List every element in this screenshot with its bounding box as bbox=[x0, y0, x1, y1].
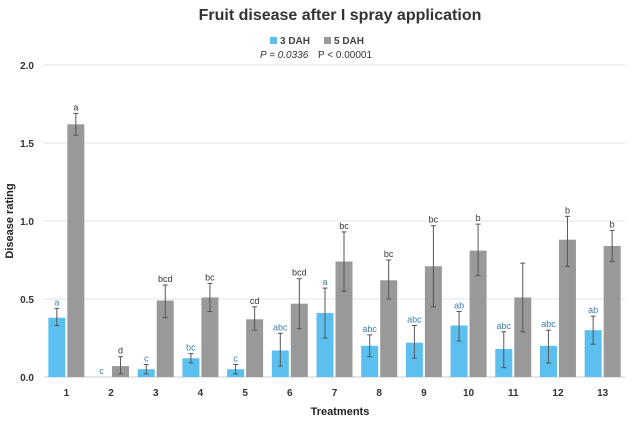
error-bar bbox=[386, 259, 392, 300]
error-bar bbox=[277, 332, 283, 367]
y-tick-label: 0.5 bbox=[20, 295, 34, 306]
bar-5dah bbox=[514, 297, 532, 377]
bar-5dah bbox=[290, 303, 308, 377]
bar-3dah bbox=[316, 313, 334, 377]
error-bar bbox=[564, 215, 570, 267]
significance-letter: bc bbox=[339, 221, 349, 231]
error-bar bbox=[545, 329, 551, 364]
x-tick-label: 10 bbox=[463, 388, 475, 399]
significance-letter: a bbox=[73, 102, 78, 112]
bar-3dah bbox=[584, 330, 602, 377]
error-bar bbox=[456, 310, 462, 342]
x-tick-label: 2 bbox=[108, 388, 114, 399]
significance-letter: b bbox=[565, 205, 570, 215]
bar-5dah bbox=[558, 239, 576, 377]
error-bar bbox=[54, 307, 60, 327]
error-bar bbox=[252, 306, 258, 331]
bar-3dah bbox=[450, 325, 468, 377]
significance-letter: bcd bbox=[292, 268, 307, 278]
bar-3dah bbox=[405, 342, 423, 377]
significance-letter: c bbox=[99, 366, 104, 376]
error-bar bbox=[411, 325, 417, 359]
significance-letter: bc bbox=[205, 272, 215, 282]
error-bar bbox=[73, 112, 79, 136]
error-bar bbox=[118, 356, 124, 375]
x-tick-label: 12 bbox=[552, 388, 564, 399]
significance-letter: ab bbox=[454, 300, 464, 310]
x-tick-label: 11 bbox=[508, 388, 519, 399]
error-bar bbox=[207, 282, 213, 312]
x-tick-label: 7 bbox=[332, 388, 338, 399]
significance-letter: d bbox=[118, 346, 123, 356]
significance-letter: bc bbox=[429, 215, 439, 225]
error-bar bbox=[430, 225, 436, 308]
error-bar bbox=[296, 278, 302, 330]
error-bar bbox=[520, 262, 526, 333]
significance-letter: c bbox=[144, 354, 149, 364]
bar-5dah bbox=[469, 250, 487, 377]
significance-letter: a bbox=[54, 297, 59, 307]
error-bar bbox=[188, 353, 194, 364]
bar-5dah bbox=[380, 280, 398, 377]
y-tick-label: 1.5 bbox=[20, 139, 34, 150]
error-bar bbox=[367, 334, 373, 358]
significance-letter: a bbox=[322, 277, 327, 287]
significance-letter: abc bbox=[362, 324, 377, 334]
x-tick-label: 13 bbox=[597, 388, 609, 399]
legend-label-5dah: 5 DAH bbox=[334, 36, 364, 47]
error-bar bbox=[475, 223, 481, 277]
significance-letter: b bbox=[476, 213, 481, 223]
legend: 3 DAH 5 DAH P = 0.0336 P < 0.00001 bbox=[260, 36, 372, 61]
significance-letter: abc bbox=[497, 321, 512, 331]
significance-letter: abc bbox=[541, 319, 556, 329]
y-tick-label: 0.0 bbox=[20, 373, 34, 384]
error-bar bbox=[233, 364, 239, 375]
y-tick-label: 2.0 bbox=[20, 61, 34, 72]
bar-5dah bbox=[67, 124, 85, 377]
x-tick-label: 3 bbox=[153, 388, 159, 399]
bar-3dah bbox=[48, 317, 66, 377]
bar-5dah bbox=[424, 266, 442, 377]
bar-5dah bbox=[156, 300, 174, 377]
bar-5dah bbox=[201, 297, 219, 377]
x-tick-label: 4 bbox=[198, 388, 204, 399]
error-bar bbox=[341, 231, 347, 292]
error-bar bbox=[501, 331, 507, 369]
x-tick-label: 6 bbox=[287, 388, 293, 399]
p-value-5dah: P < 0.00001 bbox=[318, 50, 372, 61]
significance-letter: bcd bbox=[158, 274, 173, 284]
significance-letter: cd bbox=[250, 296, 260, 306]
x-tick-label: 5 bbox=[242, 388, 248, 399]
bar-5dah bbox=[603, 245, 621, 377]
x-axis-label: Treatments bbox=[311, 406, 370, 418]
error-bar bbox=[590, 315, 596, 345]
significance-letter: ab bbox=[588, 305, 598, 315]
bar-3dah bbox=[361, 345, 379, 377]
error-bar bbox=[143, 364, 149, 375]
legend-label-3dah: 3 DAH bbox=[280, 36, 310, 47]
x-tick-label: 9 bbox=[421, 388, 427, 399]
legend-swatch-5dah bbox=[324, 37, 331, 44]
significance-letter: c bbox=[233, 354, 238, 364]
x-tick-label: 8 bbox=[376, 388, 382, 399]
p-value-3dah: P = 0.0336 bbox=[260, 50, 309, 61]
error-bar bbox=[162, 284, 168, 319]
y-axis-label: Disease rating bbox=[4, 183, 16, 258]
error-bar bbox=[322, 287, 328, 339]
chart-title: Fruit disease after I spray application bbox=[199, 7, 482, 24]
legend-swatch-3dah bbox=[270, 37, 277, 44]
significance-letter: abc bbox=[407, 315, 422, 325]
bar-3dah bbox=[182, 358, 200, 377]
x-tick-label: 1 bbox=[64, 388, 70, 399]
bar-5dah bbox=[246, 319, 264, 377]
bar-5dah bbox=[335, 261, 353, 377]
significance-letter: bc bbox=[384, 249, 394, 259]
significance-letter: b bbox=[610, 219, 615, 229]
y-tick-label: 1.0 bbox=[20, 217, 34, 228]
significance-letter: abc bbox=[273, 322, 288, 332]
error-bar bbox=[609, 229, 615, 263]
significance-letter: bc bbox=[186, 343, 196, 353]
